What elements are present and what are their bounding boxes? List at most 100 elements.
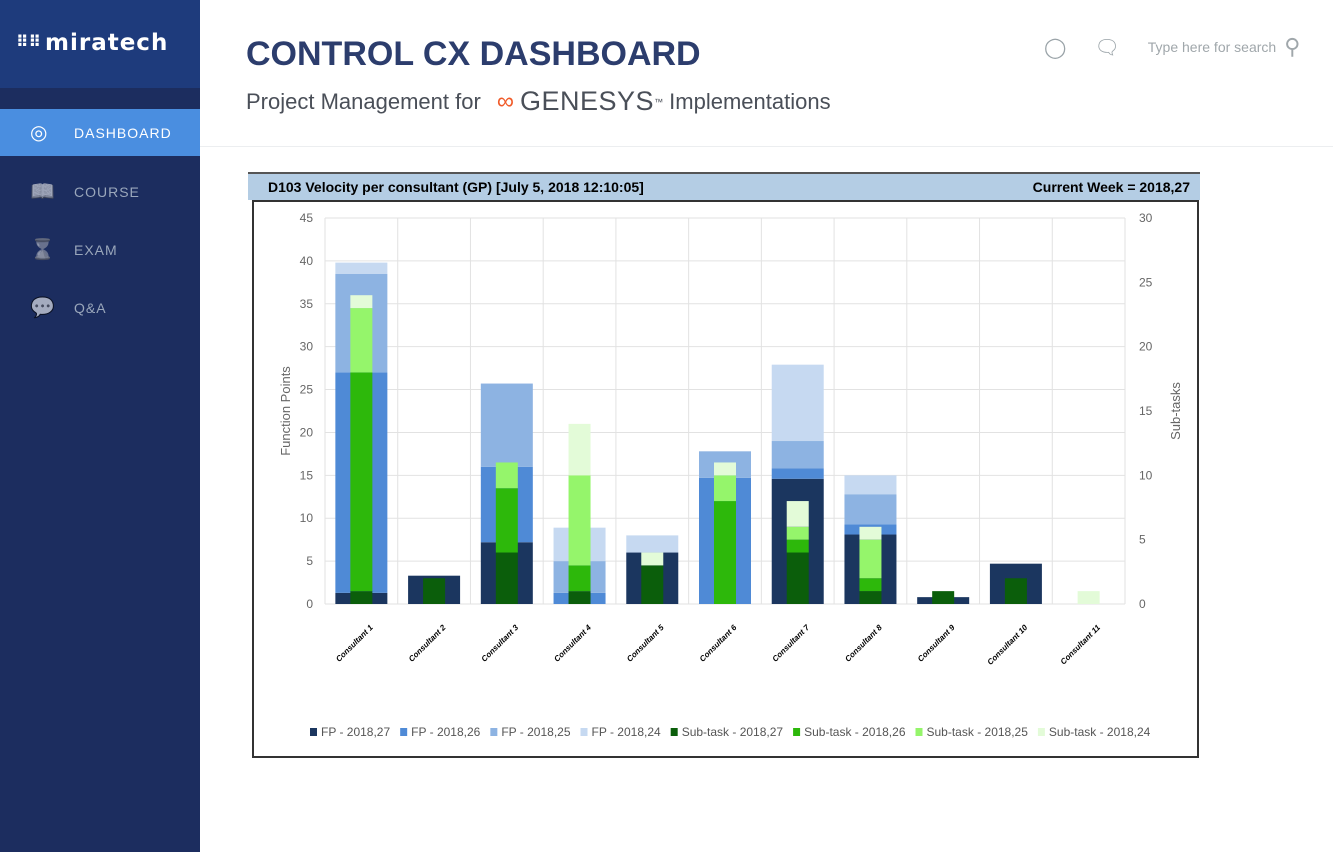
chart-title-bar: D103 Velocity per consultant (GP) [July … [248,172,1200,200]
y2-tick-label: 30 [1139,211,1153,225]
legend-swatch [1037,728,1045,736]
bar-segment [626,535,679,553]
subtask-segment [641,565,664,604]
y-axis-label: Function Points [278,366,293,456]
x-tick-label: Consultant 6 [698,623,739,664]
brand-name: GENESYS [520,86,655,116]
trademark: ™ [654,96,664,107]
y2-tick-label: 0 [1139,597,1146,611]
subtask-segment [714,462,736,476]
legend-label: FP - 2018,24 [592,725,661,739]
y-tick-label: 0 [306,597,313,611]
legend-swatch [490,728,498,736]
velocity-chart: 0 5 10 15 20 25 30 35 40 45 0 5 10 15 20 25 30 Function P… [278,211,1183,739]
subtask-segment [1077,591,1100,604]
x-tick-label: Consultant 11 [1059,623,1103,667]
sidebar-item-exam[interactable]: ⌛ EXAM [0,226,200,273]
legend-label: Sub-task - 2018,25 [927,725,1029,739]
hourglass-icon: ⌛ [30,239,56,261]
subtask-segment [859,526,882,540]
bar-segment [771,364,824,442]
y-tick-label: 25 [300,383,314,397]
subtask-segment [786,526,809,540]
y2-tick-label: 10 [1139,468,1153,482]
subtask-segment [786,539,809,553]
subtask-segment [568,423,591,476]
subtask-segment [859,591,882,604]
x-tick-label: Consultant 4 [552,623,593,664]
y-tick-label: 15 [300,468,314,482]
x-tick-label: Consultant 9 [916,623,957,664]
chart-title: D103 Velocity per consultant (GP) [July … [268,179,644,195]
x-tick-label: Consultant 2 [407,623,448,664]
subtask-segment [423,578,446,604]
y2-tick-label: 5 [1139,533,1146,547]
subtask-segment [714,501,736,604]
subtask-segment [1004,578,1027,604]
y-tick-label: 5 [306,554,313,568]
y2-axis-label: Sub-tasks [1168,382,1183,440]
bar-segment [844,494,897,525]
bar-segment [480,383,533,467]
search-icon[interactable]: ⚲ [1284,34,1301,59]
sidebar-item-label: DASHBOARD [74,124,172,141]
sidebar-item-qa[interactable]: 💬 Q&A [0,284,200,331]
book-icon: 📖 [30,181,56,203]
legend-label: FP - 2018,27 [321,725,390,739]
user-icon[interactable]: ◯ [1044,36,1067,59]
subtask-segment [350,295,373,309]
legend-swatch [793,728,801,736]
current-week: Current Week = 2018,27 [1032,179,1190,195]
bar-segment [771,441,824,469]
search-input[interactable]: Type here for search ⚲ [1148,34,1301,60]
subtask-segment [641,552,664,566]
chat-bubble-icon: 💬 [30,297,56,319]
x-tick-label: Consultant 1 [334,623,375,664]
subtask-segment [859,539,882,579]
legend-swatch [310,728,317,736]
legend-label: FP - 2018,25 [501,725,570,739]
search-placeholder: Type here for search [1147,39,1277,55]
subtask-segment [495,462,518,489]
y-tick-label: 30 [300,340,314,354]
subtask-segment [786,552,809,604]
header-divider [200,146,1333,147]
header-toolbar: ◯ 🗨 Type here for search ⚲ [1044,34,1300,60]
legend-label: FP - 2018,26 [411,725,480,739]
subtask-segment [350,591,373,604]
subtask-segment [350,372,373,592]
sidebar-item-course[interactable]: 📖 COURSE [0,168,200,215]
y-tick-label: 20 [300,425,314,439]
x-tick-label: Consultant 5 [625,623,666,664]
subtask-segment [568,565,591,592]
sidebar-item-label: EXAM [74,241,118,258]
subtask-segment [495,488,518,553]
legend-swatch [670,728,678,736]
genesys-logo-icon: ∞ [496,87,515,115]
x-tick-label: Consultant 10 [986,623,1030,667]
x-tick-label: Consultant 3 [480,623,521,664]
y2-tick-label: 15 [1139,404,1153,418]
chart-container: 0 5 10 15 20 25 30 35 40 45 0 5 10 15 20 25 30 Function P… [252,200,1199,758]
bar-segment [335,262,388,274]
page-subtitle: Project Management for ∞ GENESYS ™ Impleme… [246,86,831,117]
logo[interactable]: ⠿⠿ miratech [0,0,200,88]
y2-tick-label: 20 [1139,340,1153,354]
chat-icon[interactable]: 🗨 [1094,36,1120,59]
subtask-segment [932,591,955,604]
subtask-segment [568,591,591,604]
y-tick-label: 40 [300,254,314,268]
legend-label: Sub-task - 2018,27 [682,725,784,739]
subtask-segment [859,578,882,592]
legend-swatch [580,728,588,736]
sidebar-item-dashboard[interactable]: ◎ DASHBOARD [0,109,200,156]
legend-label: Sub-task - 2018,24 [1049,725,1151,739]
legend-label: Sub-task - 2018,26 [804,725,906,739]
x-tick-label: Consultant 8 [843,623,884,664]
subtitle-prefix: Project Management for [246,88,487,114]
sidebar: ⠿⠿ miratech ◎ DASHBOARD 📖 COURSE ⌛ EXAM 💬 Q&A [0,0,200,852]
x-tick-label: Consultant 7 [771,623,812,664]
subtask-segment [568,475,591,566]
legend-swatch [400,728,408,736]
sidebar-item-label: COURSE [74,183,140,200]
